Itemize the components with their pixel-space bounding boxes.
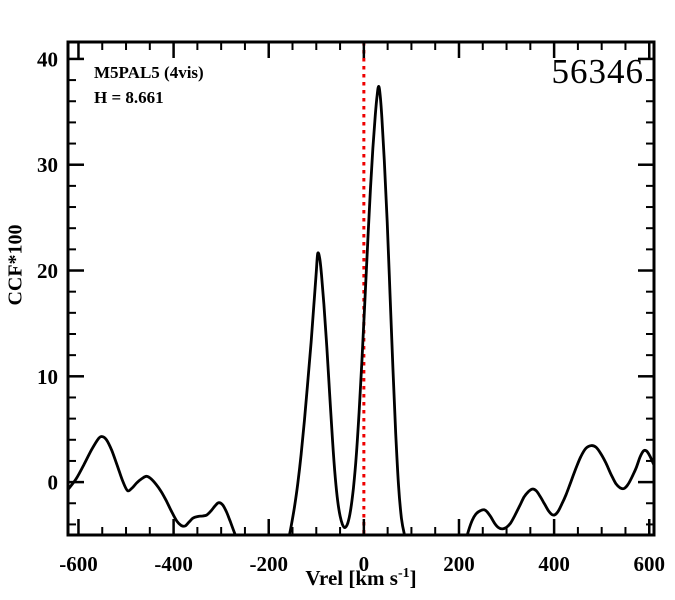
- x-tick-label: 400: [538, 552, 570, 576]
- x-tick-label: -400: [154, 552, 193, 576]
- y-tick-label: 20: [37, 259, 58, 283]
- x-axis-label: Vrel [km s-1]: [305, 566, 416, 591]
- ccf-curve-segment: [288, 85, 406, 535]
- target-label: M5PAL5 (4vis): [94, 63, 204, 82]
- y-tick-label: 30: [37, 153, 58, 177]
- x-axis-label-superscript: -1: [397, 566, 410, 581]
- ccf-curve-segment: [465, 444, 654, 535]
- y-tick-label: 10: [37, 365, 58, 389]
- x-axis-label-close: ]: [409, 566, 417, 590]
- x-tick-label: -200: [249, 552, 288, 576]
- axis-box: [66, 40, 656, 537]
- ccf-curve-segment: [68, 435, 237, 535]
- x-tick-label: 200: [443, 552, 475, 576]
- x-tick-label: 0: [359, 552, 370, 576]
- x-tick-label: -600: [59, 552, 98, 576]
- visit-id-label: 56346: [551, 52, 644, 91]
- y-tick-label: 0: [48, 471, 59, 495]
- x-axis-label-main: Vrel [km s: [305, 566, 398, 590]
- h-magnitude-label: H = 8.661: [94, 88, 164, 107]
- y-tick-label: 40: [37, 47, 58, 71]
- y-axis-label: CCF*100: [4, 224, 27, 306]
- x-tick-label: 600: [633, 552, 665, 576]
